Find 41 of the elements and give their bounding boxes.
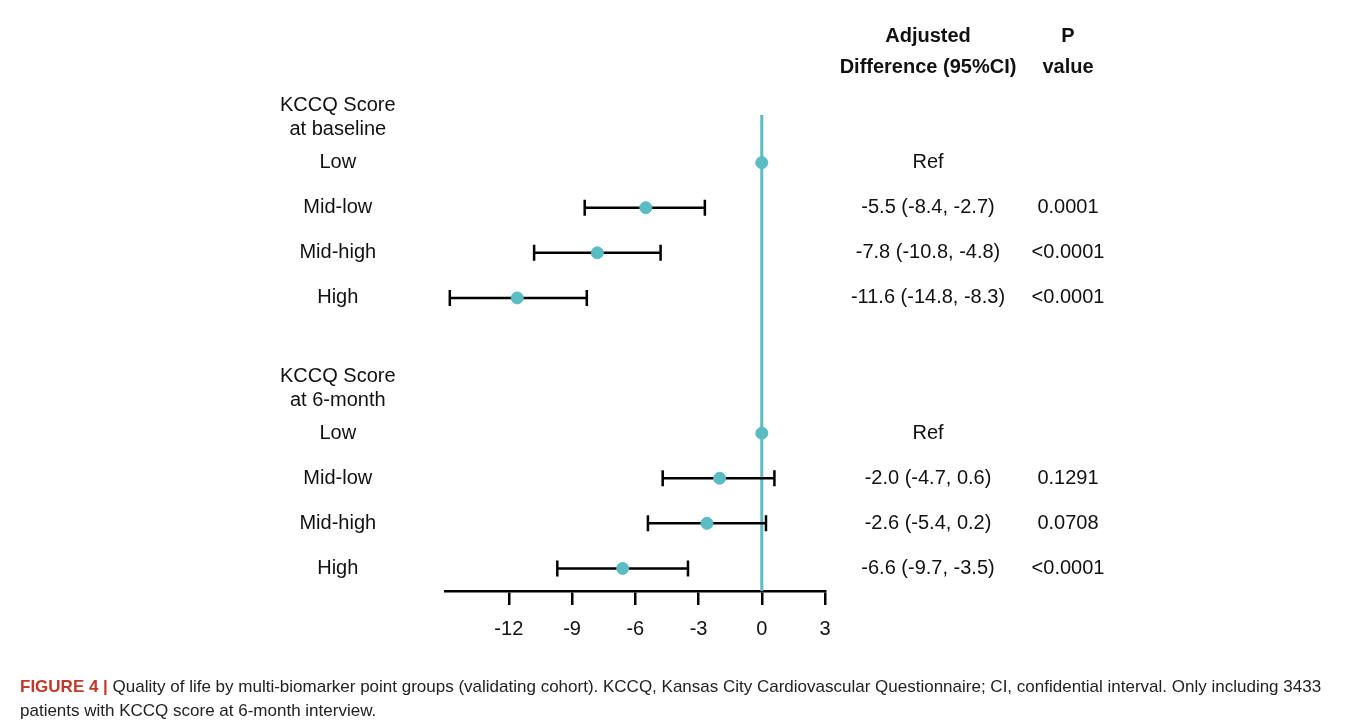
y-tick-label: KCCQ Score at 6-month bbox=[280, 363, 396, 410]
caption: FIGURE 4 | Quality of life by multi-biomarker point groups (validating cohort). KCCQ, Kansas City Cardiovascular Questionnaire; CI, confidential interval. Only including 3433 patients with KCCQ score at 6-month interview. bbox=[20, 676, 1323, 722]
y-tick-label: High bbox=[317, 285, 359, 308]
x-tick-label: -9 bbox=[563, 616, 581, 639]
point bbox=[616, 561, 630, 575]
point bbox=[639, 201, 653, 215]
text: -5.5 (-8.4, -2.7) bbox=[861, 195, 995, 218]
text: Ref bbox=[912, 150, 944, 173]
text: -6.6 (-9.7, -3.5) bbox=[861, 555, 995, 578]
y-tick-label: Mid-high bbox=[299, 240, 377, 263]
text: <0.0001 bbox=[1031, 555, 1105, 578]
x-tick-label: -12 bbox=[494, 616, 524, 639]
point bbox=[590, 246, 604, 260]
text: -2.0 (-4.7, 0.6) bbox=[864, 465, 992, 488]
x-tick-label: 0 bbox=[756, 616, 768, 639]
y-tick-label: Low bbox=[319, 150, 357, 173]
text: 0.0001 bbox=[1037, 195, 1099, 218]
y-tick-label: Mid-low bbox=[303, 465, 373, 488]
text: -7.8 (-10.8, -4.8) bbox=[855, 240, 1001, 263]
text: Ref bbox=[912, 420, 944, 443]
text: <0.0001 bbox=[1031, 285, 1105, 308]
text: 0.1291 bbox=[1037, 465, 1099, 488]
y-tick-label: Mid-low bbox=[303, 195, 373, 218]
y-tick-label: Mid-high bbox=[299, 510, 377, 533]
text: <0.0001 bbox=[1031, 240, 1105, 263]
text: Adjusted Difference (95%CI) bbox=[839, 23, 1017, 77]
y-tick-label: Low bbox=[319, 420, 357, 443]
x-tick-label: 3 bbox=[819, 616, 831, 639]
point bbox=[510, 291, 524, 305]
y-tick-label: KCCQ Score at baseline bbox=[280, 93, 396, 140]
x-tick-label: -6 bbox=[626, 616, 645, 639]
point bbox=[700, 516, 714, 530]
text: P value bbox=[1042, 23, 1094, 77]
text: 0.0708 bbox=[1037, 510, 1099, 533]
text: -2.6 (-5.4, 0.2) bbox=[864, 510, 992, 533]
point bbox=[755, 156, 769, 170]
point bbox=[755, 426, 769, 440]
point bbox=[713, 471, 727, 485]
y-tick-label: High bbox=[317, 555, 359, 578]
x-tick-label: -3 bbox=[689, 616, 708, 639]
text: -11.6 (-14.8, -8.3) bbox=[850, 285, 1006, 308]
